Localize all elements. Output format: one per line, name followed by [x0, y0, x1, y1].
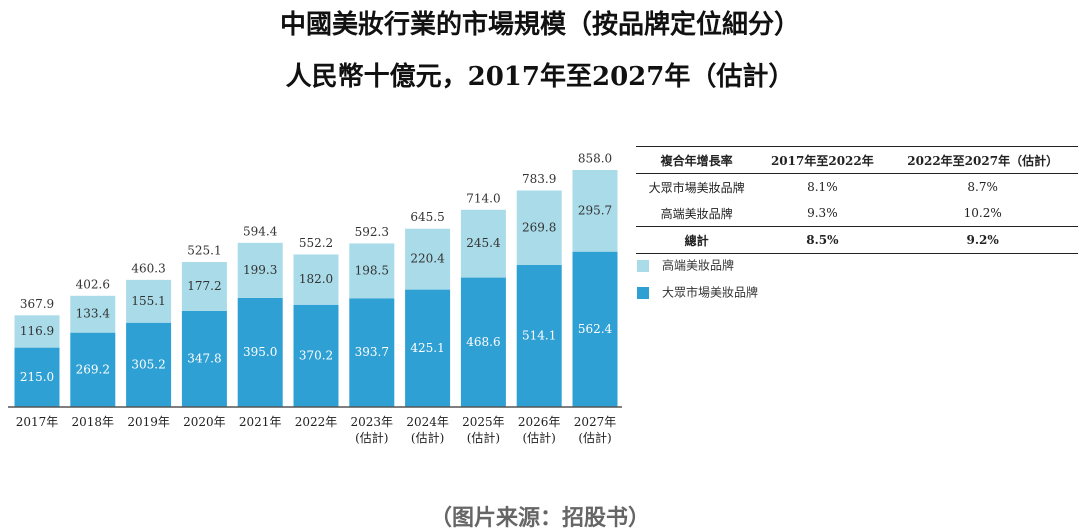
bar-segment [349, 243, 395, 299]
bar-segment [293, 304, 339, 407]
segment-label: 562.4 [578, 322, 613, 336]
legend-swatch [637, 260, 649, 272]
x-tick-label: 2027年 (估計) [573, 415, 617, 445]
bar-segment [516, 190, 562, 266]
x-tick-label: 2023年 (估計) [350, 415, 394, 445]
legend-label: 高端美妝品牌 [662, 258, 734, 273]
table-cell: 8.7% [967, 180, 998, 194]
segment-label: 347.8 [187, 351, 221, 365]
bar-segment [460, 209, 506, 278]
table-cell: 9.2% [887, 226, 1078, 254]
table-cell: 8.1% [807, 180, 838, 194]
table-cell: 大眾市場美妝品牌 [648, 180, 745, 195]
table-row: 大眾市場美妝品牌 8.1% 8.7% [636, 174, 1078, 201]
bar-segment [181, 261, 227, 311]
segment-label: 220.4 [410, 252, 445, 266]
segment-label: 155.1 [131, 294, 165, 308]
table-header: 複合年增長率 2017年至2022年 2022年至2027年（估計） [636, 146, 1078, 174]
x-tick-label: 2021年 [238, 415, 282, 429]
segment-label: 269.8 [522, 220, 556, 234]
segment-label: 177.2 [187, 279, 221, 293]
total-label: 645.5 [410, 210, 444, 224]
bar-segment [237, 242, 283, 298]
table-cell: 8.5% [757, 226, 888, 254]
bar-segment [349, 298, 395, 407]
table-row: 高端美妝品牌 9.3% 10.2% [636, 200, 1078, 227]
segment-label: 425.1 [410, 341, 444, 355]
x-tick-label: 2025年 (估計) [462, 415, 505, 445]
chart-title: 中國美妝行業的市場規模（按品牌定位細分） [279, 10, 800, 40]
bar-segment [70, 295, 116, 333]
bar-segment [126, 322, 172, 407]
total-label: 594.4 [243, 224, 278, 238]
total-label: 525.1 [187, 243, 221, 257]
segment-label: 133.4 [76, 307, 111, 321]
bar-segment [405, 289, 451, 407]
table-cell: 9.3% [807, 206, 838, 220]
bar-segment [70, 332, 116, 407]
table-cell: 高端美妝品牌 [660, 206, 733, 221]
total-label: 460.3 [131, 261, 165, 275]
table-cell: 總計 [636, 226, 758, 254]
segment-label: 199.3 [243, 263, 277, 277]
table-body: 大眾市場美妝品牌 8.1% 8.7% 高端美妝品牌 9.3% 10.2% 總計 8.5% 9.2… [636, 174, 1078, 254]
bar-segment [293, 254, 339, 305]
x-tick-label: 2020年 [183, 415, 226, 429]
segment-label: 245.4 [466, 236, 501, 250]
bar-segment [14, 315, 60, 348]
source-note: （图片来源：招股书） [429, 506, 650, 531]
bar-segment [572, 170, 618, 252]
table-row: 總計 8.5% 9.2% [636, 226, 1078, 254]
x-tick-label: 2022年 [294, 415, 338, 429]
total-label: 552.2 [299, 236, 333, 250]
segment-label: 468.6 [466, 335, 500, 349]
bar-segment [126, 279, 172, 323]
bar-segment [237, 297, 283, 407]
header-cell: 複合年增長率 [636, 146, 758, 174]
x-tick-label: 2019年 [127, 415, 170, 429]
x-tick-label: 2026年 (估計) [517, 415, 561, 445]
total-label: 714.0 [466, 191, 500, 205]
total-label: 783.9 [522, 172, 556, 186]
header-cell: 2017年至2022年 [757, 146, 888, 174]
segment-label: 269.2 [76, 362, 110, 376]
x-tick-label: 2017年 [15, 415, 59, 429]
total-label: 858.0 [578, 152, 612, 166]
chart-subtitle: 人民幣十億元，2017年至2027年（估計） [285, 62, 795, 92]
x-tick-label: 2018年 [71, 415, 115, 429]
segment-label: 182.0 [299, 272, 333, 286]
bar-segment [181, 310, 227, 407]
segment-label: 215.0 [20, 370, 54, 384]
segment-label: 295.7 [578, 203, 612, 217]
segment-label: 305.2 [131, 357, 165, 371]
total-label: 367.9 [20, 297, 54, 311]
bar-segment [572, 251, 618, 407]
total-label: 592.3 [355, 225, 389, 239]
legend-swatch [637, 287, 649, 299]
segment-label: 116.9 [20, 324, 54, 338]
header-cell: 2022年至2027年（估計） [887, 146, 1078, 174]
segment-label: 370.2 [299, 348, 333, 362]
bar-segment [14, 347, 60, 407]
bar-segment [405, 228, 451, 290]
segment-label: 393.7 [355, 345, 389, 359]
bar-segment [460, 277, 506, 407]
x-tick-label: 2024年 (估計) [406, 415, 449, 445]
cagr-table: 複合年增長率 2017年至2022年 2022年至2027年（估計） 大眾市場美… [636, 146, 1078, 254]
legend-label: 大眾市場美妝品牌 [662, 285, 758, 300]
segment-label: 514.1 [522, 329, 556, 343]
segment-label: 395.0 [243, 345, 277, 359]
segment-label: 198.5 [355, 263, 389, 277]
total-label: 402.6 [76, 277, 110, 291]
table-cell: 10.2% [963, 206, 1002, 220]
bar-segment [516, 265, 562, 407]
